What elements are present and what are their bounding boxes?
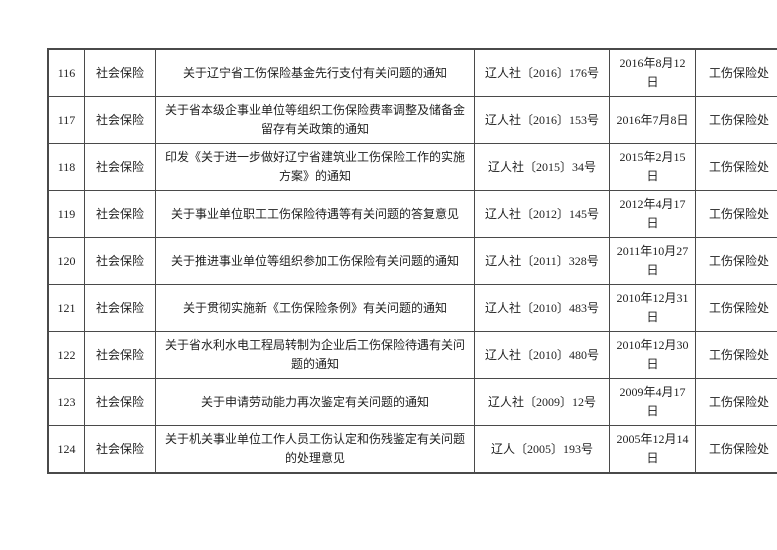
document-title-cell: 关于贯彻实施新《工伤保险条例》有关问题的通知 bbox=[155, 284, 475, 332]
department-cell: 工伤保险处 bbox=[695, 48, 777, 97]
issue-date-cell: 2009年4月17日 bbox=[609, 378, 696, 426]
department-cell: 工伤保险处 bbox=[695, 284, 777, 332]
table-row: 118 社会保险 印发《关于进一步做好辽宁省建筑业工伤保险工作的实施方案》的通知 辽人… bbox=[47, 143, 777, 191]
table-row: 116 社会保险 关于辽宁省工伤保险基金先行支付有关问题的通知 辽人社〔2016〕17… bbox=[47, 48, 777, 97]
issue-date-cell: 2005年12月14日 bbox=[609, 425, 696, 474]
category-cell: 社会保险 bbox=[84, 96, 156, 144]
table-row: 123 社会保险 关于申请劳动能力再次鉴定有关问题的通知 辽人社〔2009〕12号 20… bbox=[47, 378, 777, 426]
document-number-cell: 辽人社〔2011〕328号 bbox=[474, 237, 610, 285]
table-row: 121 社会保险 关于贯彻实施新《工伤保险条例》有关问题的通知 辽人社〔2010〕48… bbox=[47, 284, 777, 332]
category-cell: 社会保险 bbox=[84, 143, 156, 191]
department-cell: 工伤保险处 bbox=[695, 378, 777, 426]
row-number-cell: 123 bbox=[47, 378, 85, 426]
issue-date-cell: 2010年12月31日 bbox=[609, 284, 696, 332]
category-cell: 社会保险 bbox=[84, 425, 156, 474]
category-cell: 社会保险 bbox=[84, 48, 156, 97]
category-cell: 社会保险 bbox=[84, 378, 156, 426]
category-cell: 社会保险 bbox=[84, 284, 156, 332]
document-title-cell: 关于辽宁省工伤保险基金先行支付有关问题的通知 bbox=[155, 48, 475, 97]
table-row: 120 社会保险 关于推进事业单位等组织参加工伤保险有关问题的通知 辽人社〔2011〕… bbox=[47, 237, 777, 285]
document-number-cell: 辽人社〔2016〕153号 bbox=[474, 96, 610, 144]
regulation-table-container: 116 社会保险 关于辽宁省工伤保险基金先行支付有关问题的通知 辽人社〔2016〕17… bbox=[47, 48, 777, 474]
document-title-cell: 印发《关于进一步做好辽宁省建筑业工伤保险工作的实施方案》的通知 bbox=[155, 143, 475, 191]
document-number-cell: 辽人社〔2015〕34号 bbox=[474, 143, 610, 191]
issue-date-cell: 2012年4月17日 bbox=[609, 190, 696, 238]
category-cell: 社会保险 bbox=[84, 190, 156, 238]
document-number-cell: 辽人社〔2009〕12号 bbox=[474, 378, 610, 426]
department-cell: 工伤保险处 bbox=[695, 237, 777, 285]
issue-date-cell: 2010年12月30日 bbox=[609, 331, 696, 379]
document-number-cell: 辽人社〔2010〕480号 bbox=[474, 331, 610, 379]
table-row: 124 社会保险 关于机关事业单位工作人员工伤认定和伤残鉴定有关问题的处理意见 辽人〔… bbox=[47, 425, 777, 474]
table-row: 122 社会保险 关于省水利水电工程局转制为企业后工伤保险待遇有关问题的通知 辽人社〔… bbox=[47, 331, 777, 379]
document-number-cell: 辽人〔2005〕193号 bbox=[474, 425, 610, 474]
table-row: 119 社会保险 关于事业单位职工工伤保险待遇等有关问题的答复意见 辽人社〔2012〕… bbox=[47, 190, 777, 238]
category-cell: 社会保险 bbox=[84, 237, 156, 285]
row-number-cell: 116 bbox=[47, 48, 85, 97]
category-cell: 社会保险 bbox=[84, 331, 156, 379]
document-number-cell: 辽人社〔2010〕483号 bbox=[474, 284, 610, 332]
document-number-cell: 辽人社〔2012〕145号 bbox=[474, 190, 610, 238]
row-number-cell: 119 bbox=[47, 190, 85, 238]
document-title-cell: 关于省本级企事业单位等组织工伤保险费率调整及储备金留存有关政策的通知 bbox=[155, 96, 475, 144]
document-title-cell: 关于省水利水电工程局转制为企业后工伤保险待遇有关问题的通知 bbox=[155, 331, 475, 379]
document-title-cell: 关于事业单位职工工伤保险待遇等有关问题的答复意见 bbox=[155, 190, 475, 238]
issue-date-cell: 2016年8月12日 bbox=[609, 48, 696, 97]
regulation-table: 116 社会保险 关于辽宁省工伤保险基金先行支付有关问题的通知 辽人社〔2016〕17… bbox=[47, 48, 777, 474]
row-number-cell: 122 bbox=[47, 331, 85, 379]
row-number-cell: 117 bbox=[47, 96, 85, 144]
row-number-cell: 120 bbox=[47, 237, 85, 285]
document-title-cell: 关于推进事业单位等组织参加工伤保险有关问题的通知 bbox=[155, 237, 475, 285]
document-title-cell: 关于申请劳动能力再次鉴定有关问题的通知 bbox=[155, 378, 475, 426]
department-cell: 工伤保险处 bbox=[695, 190, 777, 238]
department-cell: 工伤保险处 bbox=[695, 143, 777, 191]
row-number-cell: 124 bbox=[47, 425, 85, 474]
department-cell: 工伤保险处 bbox=[695, 96, 777, 144]
document-number-cell: 辽人社〔2016〕176号 bbox=[474, 48, 610, 97]
document-title-cell: 关于机关事业单位工作人员工伤认定和伤残鉴定有关问题的处理意见 bbox=[155, 425, 475, 474]
table-row: 117 社会保险 关于省本级企事业单位等组织工伤保险费率调整及储备金留存有关政策的通… bbox=[47, 96, 777, 144]
issue-date-cell: 2015年2月15日 bbox=[609, 143, 696, 191]
department-cell: 工伤保险处 bbox=[695, 331, 777, 379]
regulation-table-body: 116 社会保险 关于辽宁省工伤保险基金先行支付有关问题的通知 辽人社〔2016〕17… bbox=[47, 48, 777, 474]
issue-date-cell: 2016年7月8日 bbox=[609, 96, 696, 144]
department-cell: 工伤保险处 bbox=[695, 425, 777, 474]
row-number-cell: 121 bbox=[47, 284, 85, 332]
issue-date-cell: 2011年10月27日 bbox=[609, 237, 696, 285]
row-number-cell: 118 bbox=[47, 143, 85, 191]
